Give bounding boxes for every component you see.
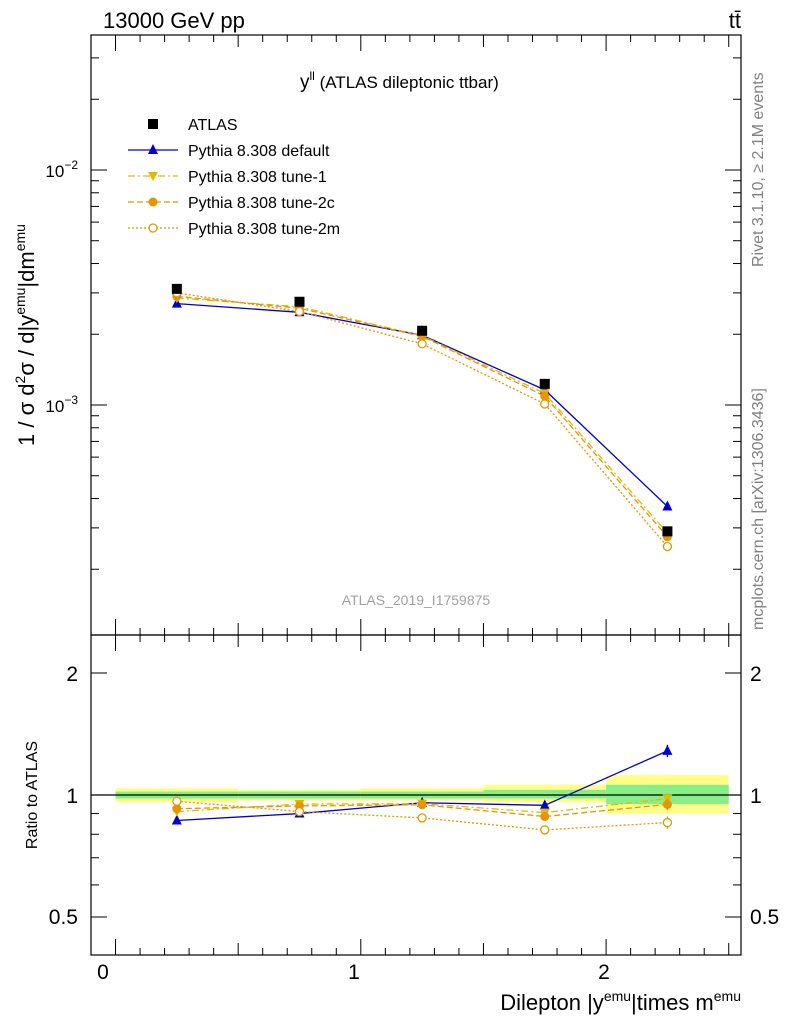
data-point: [294, 296, 305, 307]
ratio-series-pythia-8-308-tune-2m: [172, 796, 673, 835]
ratio-point: [662, 744, 673, 755]
ratio-series-pythia-8-308-tune-2c: [172, 798, 672, 822]
ratio-point: [540, 812, 550, 822]
ratio-ytick-label-0.5: 0.5: [49, 906, 78, 929]
data-point: [662, 526, 673, 537]
ratio-point: [662, 817, 673, 828]
ratio-point: [662, 799, 672, 809]
ratio-plot-frame: [90, 634, 742, 956]
data-point: [539, 378, 550, 389]
legend-marker: [148, 119, 158, 129]
legend-label: ATLAS: [188, 117, 238, 134]
series-line: [176, 295, 668, 538]
ratio-ylabel: Ratio to ATLAS: [24, 741, 41, 849]
main-ytick-label-1e-2: 10−2: [45, 158, 78, 181]
legend-label: Pythia 8.308 tune-2m: [188, 221, 340, 238]
legend-marker: [148, 197, 158, 207]
data-point: [540, 391, 550, 401]
ratio-point: [294, 806, 305, 817]
legend-entry: Pythia 8.308 default: [128, 143, 330, 160]
data-point: [540, 399, 550, 409]
legend-label: Pythia 8.308 tune-1: [188, 169, 327, 186]
ratio-axis-ticks: [91, 635, 741, 955]
xtick-label-2: 2: [598, 961, 610, 984]
plot-title: yll (ATLAS dileptonic ttbar): [300, 69, 499, 93]
ratio-ytick-label-2-right: 2: [750, 663, 762, 686]
legend-label: Pythia 8.308 default: [188, 143, 330, 160]
ratio-point: [171, 814, 182, 825]
legend-entry: Pythia 8.308 tune-2m: [128, 221, 340, 238]
ratio-ytick-label-1-right: 1: [750, 785, 762, 808]
header-energy-label: 13000 GeV pp: [103, 8, 245, 33]
main-axis-ticks: [91, 35, 741, 635]
legend: ATLAS Pythia 8.308 default Pythia 8.308 tu…: [128, 117, 340, 238]
data-point: [662, 541, 673, 552]
mcplots-label: mcplots.cern.ch [arXiv:1306.3436]: [750, 388, 767, 630]
data-point: [417, 339, 427, 349]
main-ylabel: 1 / σ d2σ / d|yemu|dmemu: [12, 224, 39, 446]
ratio-point: [539, 799, 550, 810]
ratio-point: [172, 796, 182, 806]
legend-marker: [148, 144, 158, 154]
ratio-series-layer: [171, 744, 673, 835]
data-point: [171, 283, 182, 294]
xaxis-label: Dilepton |yemu|times memu: [500, 988, 741, 1015]
main-series-atlas: [171, 283, 673, 537]
ratio-stat-uncertainty-band: [483, 789, 607, 799]
ratio-ytick-label-1: 1: [66, 785, 78, 808]
ratio-point: [417, 813, 427, 823]
xtick-label-0: 0: [97, 961, 109, 984]
xtick-label-1: 1: [348, 961, 360, 984]
legend-entry: ATLAS: [148, 117, 238, 134]
main-ytick-label-1e-3: 10−3: [45, 393, 78, 416]
legend-label: Pythia 8.308 tune-2c: [188, 195, 335, 212]
analysis-watermark: ATLAS_2019_I1759875: [342, 592, 491, 608]
rivet-version-label: Rivet 3.1.10, ≥ 2.1M events: [750, 72, 767, 267]
ratio-ytick-label-2: 2: [66, 663, 78, 686]
header-process-label: tt̄: [729, 8, 741, 33]
legend-entry: Pythia 8.308 tune-2c: [128, 195, 335, 212]
legend-entry: Pythia 8.308 tune-1: [128, 169, 327, 186]
ratio-point: [540, 825, 550, 835]
main-series-layer: [171, 283, 673, 552]
ratio-ytick-label-0.5-right: 0.5: [750, 906, 779, 929]
legend-marker: [148, 223, 158, 233]
legend-marker: [148, 172, 158, 181]
ratio-point: [172, 804, 182, 814]
ratio-series-pythia-8-308-default: [171, 744, 673, 825]
ratio-point: [417, 800, 427, 810]
data-point: [662, 500, 673, 511]
data-point: [294, 306, 305, 317]
data-point: [417, 325, 428, 336]
